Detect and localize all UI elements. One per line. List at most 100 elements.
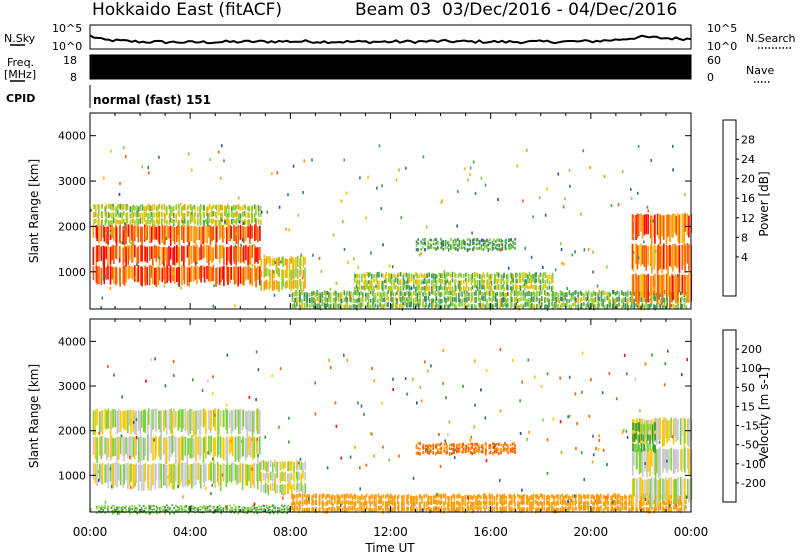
range-cell	[129, 508, 131, 511]
range-cell	[574, 302, 576, 307]
range-cell	[257, 463, 259, 490]
range-cell	[545, 500, 548, 505]
range-cell	[257, 226, 259, 243]
range-cell	[237, 213, 240, 219]
range-cell	[464, 292, 466, 299]
range-cell	[397, 494, 400, 499]
range-cell	[125, 213, 128, 220]
range-cell	[134, 265, 136, 282]
range-cell	[645, 245, 647, 271]
range-cell	[190, 245, 193, 264]
range-cell	[380, 296, 383, 302]
range-cell	[674, 298, 677, 304]
range-cell	[265, 504, 268, 508]
range-cell	[399, 285, 402, 291]
range-cell	[524, 292, 526, 299]
range-cell	[507, 444, 509, 449]
range-cell	[554, 296, 556, 301]
range-cell	[189, 217, 192, 224]
range-cell	[145, 205, 147, 212]
scatter-cell	[273, 293, 276, 297]
range-cell	[344, 507, 346, 513]
range-cell	[602, 290, 604, 296]
range-cell	[456, 494, 458, 499]
range-cell	[612, 302, 615, 309]
range-cell	[410, 273, 413, 279]
range-cell	[95, 265, 98, 283]
range-cell	[255, 267, 257, 288]
range-cell	[550, 274, 553, 280]
range-cell	[355, 284, 358, 289]
range-cell	[246, 507, 249, 510]
range-cell	[391, 303, 394, 308]
range-cell	[383, 303, 386, 308]
range-cell	[197, 507, 200, 510]
scatter-cell	[392, 377, 394, 381]
range-cell	[164, 206, 166, 211]
range-cell	[289, 472, 291, 484]
range-cell	[636, 275, 639, 306]
range-cell	[502, 274, 504, 281]
range-cell	[640, 297, 643, 302]
range-cell	[272, 504, 275, 507]
range-cell	[100, 225, 103, 241]
range-cell	[168, 267, 170, 282]
range-cell	[528, 285, 531, 290]
range-cell	[354, 507, 357, 513]
range-cell	[357, 507, 359, 512]
range-cell	[259, 266, 261, 286]
range-cell	[478, 242, 481, 246]
range-cell	[303, 493, 306, 498]
nsearch-label: N.Search	[746, 32, 796, 45]
range-cell	[470, 505, 472, 511]
range-cell	[199, 506, 202, 508]
range-cell	[649, 423, 651, 431]
scatter-cell	[235, 231, 238, 235]
range-cell	[359, 495, 361, 501]
range-cell	[480, 244, 483, 248]
range-cell	[539, 272, 542, 277]
range-cell	[643, 501, 645, 506]
range-cell	[600, 499, 602, 504]
range-cell	[144, 226, 147, 241]
range-cell	[405, 285, 408, 290]
scatter-cell	[467, 496, 469, 500]
range-cell	[92, 224, 95, 238]
range-cell	[416, 302, 419, 307]
range-cell	[237, 507, 240, 510]
range-cell	[321, 493, 324, 499]
range-cell	[334, 507, 336, 512]
range-cell	[404, 291, 406, 297]
range-cell	[577, 304, 579, 311]
range-cell	[485, 500, 488, 505]
range-cell	[169, 217, 172, 223]
range-cell	[122, 204, 125, 210]
range-cell	[366, 285, 368, 290]
range-cell	[364, 499, 366, 506]
range-cell	[194, 506, 196, 510]
range-cell	[522, 272, 524, 279]
range-cell	[685, 297, 688, 303]
range-cell	[360, 302, 362, 309]
range-cell	[251, 244, 253, 259]
range-cell	[432, 279, 435, 284]
range-cell	[173, 408, 175, 429]
range-cell	[434, 243, 437, 246]
range-cell	[528, 302, 530, 308]
range-cell	[254, 224, 256, 242]
range-cell	[100, 246, 103, 262]
range-cell	[379, 297, 381, 302]
range-cell	[422, 443, 425, 446]
range-cell	[496, 303, 499, 310]
scatter-cell	[639, 409, 641, 413]
range-cell	[251, 505, 254, 508]
range-cell	[346, 499, 348, 504]
range-cell	[136, 247, 139, 266]
range-cell	[112, 218, 115, 224]
range-cell	[394, 292, 397, 297]
range-cell	[363, 507, 365, 512]
range-cell	[527, 278, 529, 284]
range-cell	[491, 240, 494, 244]
range-cell	[299, 505, 301, 510]
range-cell	[655, 505, 658, 511]
